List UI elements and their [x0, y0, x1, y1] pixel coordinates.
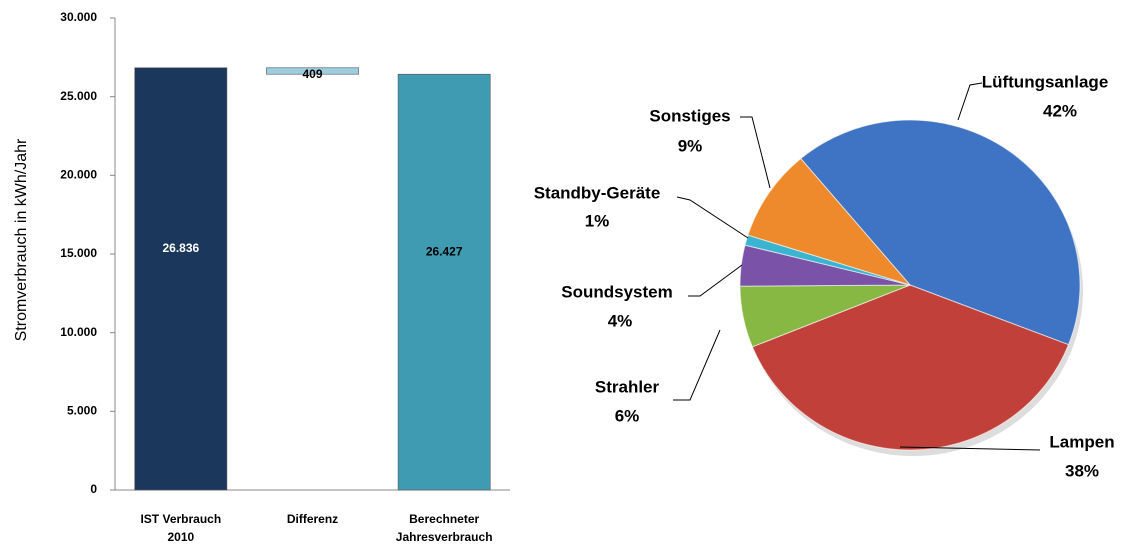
leader-line	[676, 196, 749, 239]
y-tick-label: 10.000	[60, 325, 97, 339]
y-tick-label: 20.000	[60, 168, 97, 182]
leader-line	[688, 264, 743, 297]
pie-slice	[751, 284, 1070, 451]
y-tick-label: 0	[90, 482, 97, 496]
slice-label: Lampen	[1049, 432, 1114, 451]
data-label: 26.836	[162, 241, 199, 255]
y-tick-label: 30.000	[60, 10, 97, 24]
y-tick-label: 25.000	[60, 89, 97, 103]
x-tick-label: Jahresverbrauch	[396, 530, 493, 544]
data-label: 409	[302, 67, 322, 81]
slice-value: 38%	[1065, 461, 1099, 480]
pie-slice	[800, 119, 1081, 346]
y-tick-label: 15.000	[60, 246, 97, 260]
leader-line	[957, 82, 983, 121]
data-label: 26.427	[426, 244, 463, 258]
y-axis-label: Stromverbrauch in kWh/Jahr	[13, 138, 30, 341]
x-tick-label: Berechneter	[409, 512, 479, 526]
x-tick-label: IST Verbrauch	[140, 512, 221, 526]
x-tick-label: Differenz	[287, 512, 338, 526]
leader-line	[740, 116, 771, 189]
leader-line	[899, 446, 1041, 451]
slice-label: Strahler	[595, 377, 660, 396]
slice-value: 1%	[585, 211, 610, 230]
bar	[266, 67, 359, 75]
slice-value: 42%	[1043, 101, 1077, 120]
pie-slice	[747, 157, 912, 286]
slice-value: 9%	[678, 136, 703, 155]
slice-label: Sonstiges	[649, 106, 730, 125]
slice-value: 4%	[608, 311, 633, 330]
y-tick-label: 5.000	[67, 404, 97, 418]
leader-line	[673, 329, 721, 401]
slice-label: Soundsystem	[561, 282, 672, 301]
bar	[134, 67, 228, 491]
slice-label: Lüftungsanlage	[982, 72, 1109, 91]
bar	[397, 73, 491, 491]
slice-value: 6%	[615, 406, 640, 425]
x-tick-label: 2010	[167, 530, 194, 544]
slice-label: Standby-Geräte	[534, 183, 661, 202]
